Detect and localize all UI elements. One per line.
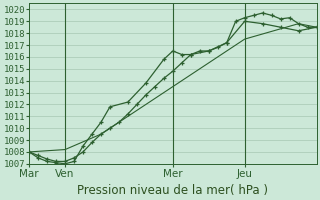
X-axis label: Pression niveau de la mer( hPa ): Pression niveau de la mer( hPa ) — [77, 184, 268, 197]
